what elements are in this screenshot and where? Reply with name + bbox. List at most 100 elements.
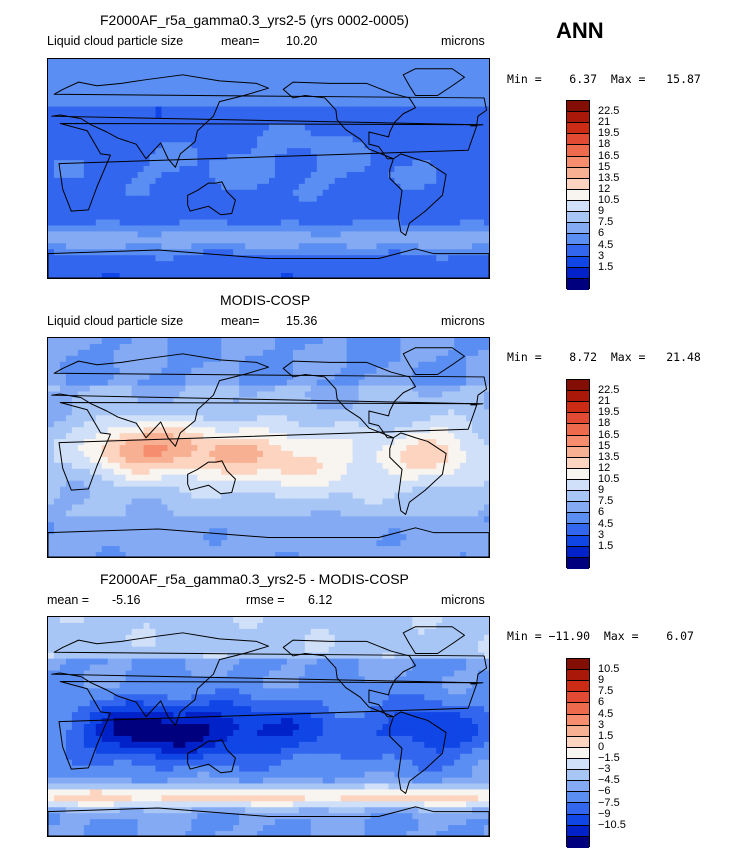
colorbar-swatch <box>567 234 589 246</box>
colorbar-swatch <box>567 424 589 436</box>
colorbar-swatch <box>567 725 589 737</box>
panel1-mean-value: 10.20 <box>286 34 318 48</box>
colorbar-swatch <box>567 781 589 793</box>
coastline <box>389 432 447 515</box>
panel3-title: F2000AF_r5a_gamma0.3_yrs2-5 - MODIS-COSP <box>100 571 409 587</box>
field-raster <box>48 617 489 836</box>
colorbar-swatch <box>567 212 589 224</box>
colorbar-tick-label: 13.5 <box>598 450 620 463</box>
coastline <box>402 68 465 96</box>
colorbar-swatch <box>567 670 589 682</box>
colorbar-swatch <box>567 747 589 759</box>
field-raster <box>48 59 489 278</box>
colorbar-swatch <box>567 491 589 503</box>
colorbar-swatch <box>567 435 589 447</box>
colorbar-tick-label: 1.5 <box>598 260 614 273</box>
colorbar-swatch <box>567 123 589 135</box>
colorbar-swatch <box>567 479 589 492</box>
panel1-minmax: Min = 6.37 Max = 15.87 <box>507 72 701 86</box>
panel1-title: F2000AF_r5a_gamma0.3_yrs2-5 (yrs 0002-00… <box>100 12 409 28</box>
colorbar-swatch <box>567 402 589 414</box>
colorbar-tick-label: 0 <box>598 740 605 753</box>
colorbar-swatch <box>567 446 589 458</box>
colorbar-swatch <box>567 659 589 671</box>
colorbar-tick-label: −10.5 <box>598 818 626 831</box>
coastline <box>402 626 465 654</box>
colorbar-swatch <box>567 223 589 235</box>
coastline <box>187 739 236 774</box>
colorbar-swatch <box>567 413 589 425</box>
panel1-map <box>47 58 490 279</box>
colorbar-tick-label: 3 <box>598 249 605 262</box>
panel2-mean-value: 15.36 <box>286 314 318 328</box>
colorbar-swatch <box>567 502 589 514</box>
colorbar-tick-label: 16.5 <box>598 428 620 441</box>
colorbar-swatch <box>567 770 589 782</box>
colorbar-swatch <box>567 134 589 146</box>
colorbar-swatch <box>567 758 589 771</box>
field-raster <box>48 338 489 557</box>
coastline <box>51 74 488 168</box>
colorbar-swatch <box>567 200 589 213</box>
colorbar-swatch <box>567 189 589 201</box>
colorbar-tick-label: 22.5 <box>598 105 620 118</box>
colorbar-tick-label: 6 <box>598 506 605 519</box>
colorbar-tick-label: −7.5 <box>598 796 620 809</box>
panel1-colorbar <box>566 100 590 290</box>
panel3-map <box>47 616 490 837</box>
colorbar-tick-label: 6 <box>598 227 605 240</box>
panel3-units: microns <box>441 593 485 607</box>
coastline <box>48 248 489 278</box>
coastline <box>187 460 236 495</box>
coastline <box>389 153 447 236</box>
colorbar-swatch <box>567 278 589 290</box>
season-label: ANN <box>556 18 604 43</box>
colorbar-swatch <box>567 178 589 190</box>
panel1-variable-label: Liquid cloud particle size <box>47 34 184 48</box>
colorbar-tick-label: 13.5 <box>598 171 620 184</box>
colorbar-tick-label: 9 <box>598 674 605 687</box>
colorbar-tick-label: −6 <box>598 785 611 798</box>
colorbar-tick-label: 10.5 <box>598 473 620 486</box>
colorbar-tick-label: 3 <box>598 718 605 731</box>
colorbar-tick-label: 4.5 <box>598 517 614 530</box>
colorbar-tick-label: 7.5 <box>598 685 614 698</box>
colorbar-swatch <box>567 814 589 826</box>
colorbar-tick-label: 12 <box>598 182 611 195</box>
colorbar-tick-label: 7.5 <box>598 216 614 229</box>
coastline <box>58 122 484 212</box>
coastline <box>282 360 416 439</box>
panel2-units: microns <box>441 314 485 328</box>
colorbar-swatch <box>567 557 589 569</box>
colorbar-tick-label: 1.5 <box>598 539 614 552</box>
colorbar-swatch <box>567 803 589 815</box>
coastline <box>282 639 416 718</box>
coastline <box>48 527 489 557</box>
colorbar-swatch <box>567 681 589 693</box>
colorbar-tick-label: 18 <box>598 417 611 430</box>
panel1-units: microns <box>441 34 485 48</box>
colorbar-tick-label: 12 <box>598 461 611 474</box>
colorbar-swatch <box>567 112 589 124</box>
panel2-mean-label: mean= <box>221 314 260 328</box>
panel2-map <box>47 337 490 558</box>
colorbar-tick-label: −1.5 <box>598 752 620 765</box>
colorbar-tick-label: −9 <box>598 807 611 820</box>
panel2-title: MODIS-COSP <box>220 292 311 308</box>
panel3-minmax: Min = −11.90 Max = 6.07 <box>507 629 694 643</box>
colorbar-tick-label: 19.5 <box>598 406 620 419</box>
colorbar-swatch <box>567 546 589 558</box>
panel2-minmax: Min = 8.72 Max = 21.48 <box>507 350 701 364</box>
colorbar-swatch <box>567 167 589 179</box>
colorbar-swatch <box>567 736 589 748</box>
colorbar-tick-label: 9 <box>598 205 605 218</box>
panel3-colorbar <box>566 658 590 848</box>
colorbar-swatch <box>567 825 589 837</box>
panel3-rmse-label: rmse = <box>246 593 285 607</box>
panel2-variable-label: Liquid cloud particle size <box>47 314 184 328</box>
coastline <box>51 353 488 447</box>
colorbar-swatch <box>567 457 589 469</box>
coastline <box>282 81 416 160</box>
colorbar-tick-label: 15 <box>598 160 611 173</box>
colorbar-tick-label: −3 <box>598 763 611 776</box>
